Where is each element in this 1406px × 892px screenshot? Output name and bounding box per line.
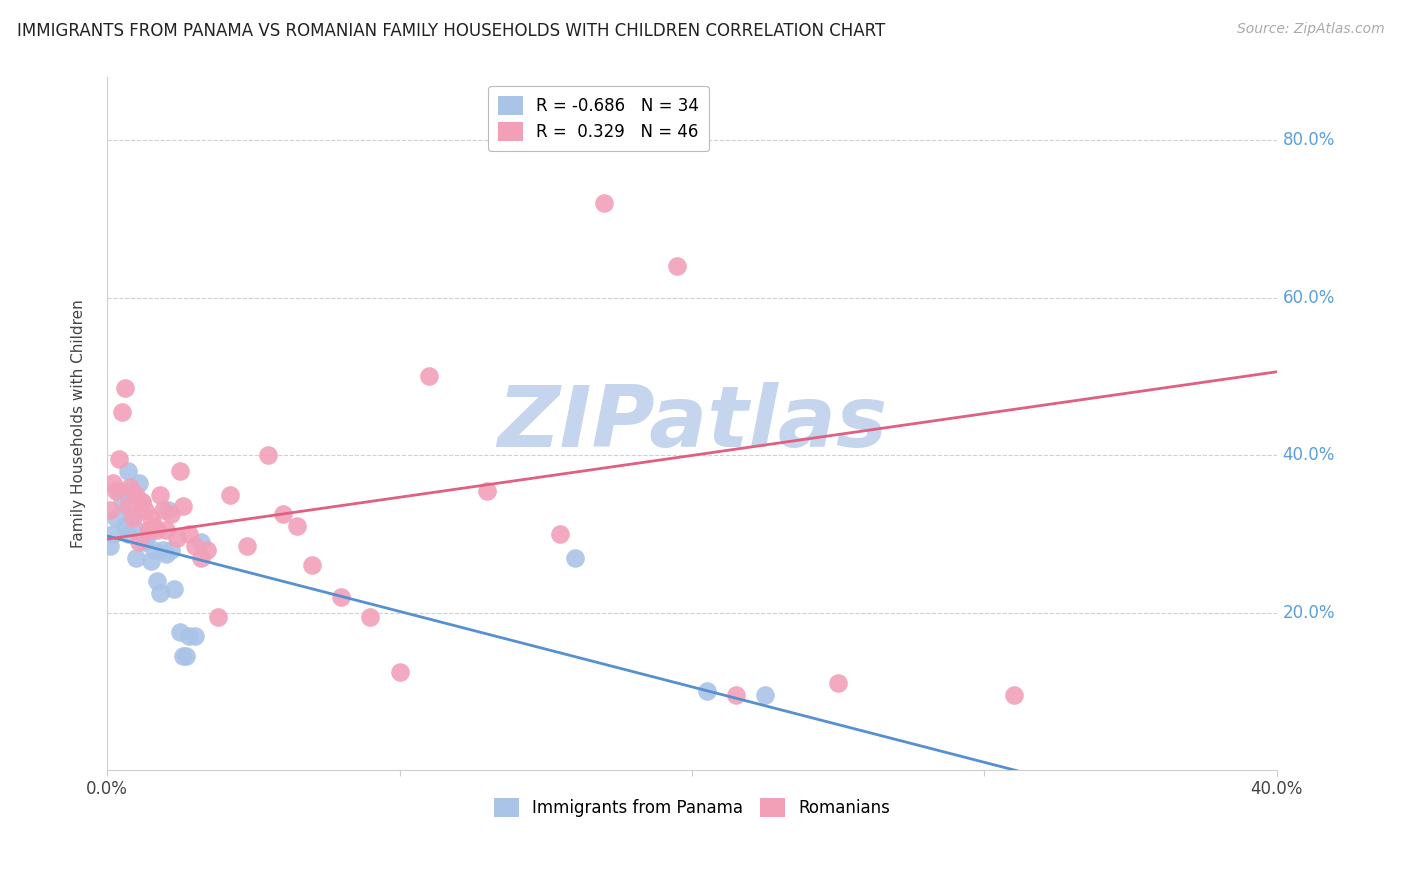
Point xyxy=(152,542,174,557)
Point xyxy=(257,448,280,462)
Point xyxy=(169,464,191,478)
Point xyxy=(271,507,294,521)
Point xyxy=(104,483,127,498)
Point xyxy=(169,625,191,640)
Point xyxy=(160,507,183,521)
Point xyxy=(125,550,148,565)
Point xyxy=(195,542,218,557)
Point xyxy=(155,547,177,561)
Point xyxy=(107,452,129,467)
Point xyxy=(155,523,177,537)
Text: 80.0%: 80.0% xyxy=(1282,131,1336,149)
Point xyxy=(131,495,153,509)
Point xyxy=(285,519,308,533)
Point xyxy=(139,511,162,525)
Point xyxy=(163,582,186,596)
Point xyxy=(827,676,849,690)
Point xyxy=(190,550,212,565)
Point xyxy=(125,487,148,501)
Text: IMMIGRANTS FROM PANAMA VS ROMANIAN FAMILY HOUSEHOLDS WITH CHILDREN CORRELATION C: IMMIGRANTS FROM PANAMA VS ROMANIAN FAMIL… xyxy=(17,22,886,40)
Point xyxy=(120,480,142,494)
Point xyxy=(418,369,440,384)
Point xyxy=(139,554,162,568)
Point xyxy=(146,574,169,588)
Point xyxy=(666,260,689,274)
Point xyxy=(177,527,200,541)
Point xyxy=(104,511,127,525)
Text: 60.0%: 60.0% xyxy=(1282,289,1336,307)
Point xyxy=(190,534,212,549)
Text: ZIPatlas: ZIPatlas xyxy=(496,382,887,466)
Point xyxy=(477,483,499,498)
Point xyxy=(98,539,121,553)
Point xyxy=(593,196,616,211)
Point xyxy=(125,523,148,537)
Point xyxy=(117,500,139,514)
Point xyxy=(1002,688,1025,702)
Point xyxy=(98,503,121,517)
Point xyxy=(101,527,124,541)
Point xyxy=(149,586,172,600)
Point xyxy=(149,487,172,501)
Point xyxy=(550,527,572,541)
Point xyxy=(142,542,165,557)
Point xyxy=(160,542,183,557)
Point xyxy=(128,475,150,490)
Point xyxy=(107,483,129,498)
Point xyxy=(236,539,259,553)
Point xyxy=(724,688,747,702)
Point xyxy=(696,684,718,698)
Point xyxy=(359,609,381,624)
Point xyxy=(117,527,139,541)
Text: 40.0%: 40.0% xyxy=(1282,446,1336,464)
Point xyxy=(174,648,197,663)
Point xyxy=(117,464,139,478)
Point xyxy=(157,503,180,517)
Point xyxy=(134,503,156,517)
Point xyxy=(136,527,159,541)
Point xyxy=(120,483,142,498)
Point xyxy=(172,648,194,663)
Point xyxy=(146,523,169,537)
Point xyxy=(172,500,194,514)
Text: 20.0%: 20.0% xyxy=(1282,604,1336,622)
Point xyxy=(301,558,323,573)
Point xyxy=(177,629,200,643)
Text: Source: ZipAtlas.com: Source: ZipAtlas.com xyxy=(1237,22,1385,37)
Point xyxy=(128,534,150,549)
Point xyxy=(184,539,207,553)
Point xyxy=(122,507,145,521)
Point xyxy=(207,609,229,624)
Point xyxy=(152,503,174,517)
Point xyxy=(101,475,124,490)
Point xyxy=(166,531,188,545)
Point xyxy=(184,629,207,643)
Point xyxy=(111,495,134,509)
Point xyxy=(114,519,136,533)
Point xyxy=(388,665,411,679)
Point xyxy=(564,550,586,565)
Point xyxy=(134,534,156,549)
Point xyxy=(122,511,145,525)
Point xyxy=(330,590,353,604)
Point xyxy=(111,405,134,419)
Point xyxy=(142,519,165,533)
Point xyxy=(131,495,153,509)
Legend: Immigrants from Panama, Romanians: Immigrants from Panama, Romanians xyxy=(486,791,897,824)
Point xyxy=(754,688,776,702)
Y-axis label: Family Households with Children: Family Households with Children xyxy=(72,300,86,548)
Point xyxy=(219,487,242,501)
Point xyxy=(136,523,159,537)
Point xyxy=(114,381,136,395)
